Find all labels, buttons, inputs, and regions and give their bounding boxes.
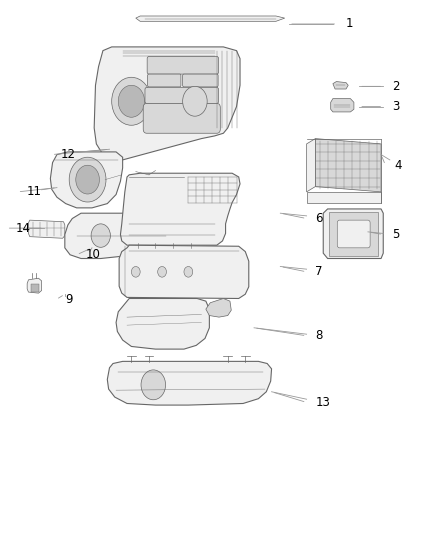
Text: 14: 14: [15, 222, 30, 235]
Circle shape: [184, 266, 193, 277]
Circle shape: [141, 370, 166, 400]
FancyBboxPatch shape: [183, 74, 218, 87]
Text: 13: 13: [315, 396, 330, 409]
Polygon shape: [307, 139, 315, 192]
FancyBboxPatch shape: [337, 220, 370, 248]
Circle shape: [118, 85, 145, 117]
Circle shape: [69, 157, 106, 202]
Polygon shape: [94, 47, 240, 160]
Text: 12: 12: [60, 148, 75, 161]
Polygon shape: [136, 16, 285, 21]
Text: 2: 2: [392, 80, 399, 93]
Circle shape: [112, 77, 151, 125]
Text: 9: 9: [65, 293, 72, 306]
FancyBboxPatch shape: [147, 56, 219, 74]
FancyBboxPatch shape: [148, 74, 181, 87]
Polygon shape: [28, 220, 65, 238]
FancyBboxPatch shape: [145, 87, 219, 103]
Text: 1: 1: [346, 18, 353, 30]
Polygon shape: [307, 192, 381, 203]
Polygon shape: [315, 139, 381, 192]
Circle shape: [131, 266, 140, 277]
Polygon shape: [323, 209, 383, 259]
Polygon shape: [119, 245, 249, 298]
Polygon shape: [50, 152, 123, 208]
Polygon shape: [107, 361, 272, 405]
Polygon shape: [120, 173, 240, 245]
Text: 8: 8: [315, 329, 323, 342]
Circle shape: [76, 165, 99, 194]
Text: 3: 3: [392, 100, 399, 113]
Polygon shape: [331, 99, 354, 112]
FancyBboxPatch shape: [143, 103, 220, 133]
Text: 10: 10: [85, 248, 100, 261]
Text: 5: 5: [392, 228, 399, 241]
Text: 7: 7: [315, 265, 323, 278]
Circle shape: [158, 266, 166, 277]
Bar: [31, 284, 39, 292]
Polygon shape: [27, 278, 42, 293]
Polygon shape: [206, 298, 231, 317]
Text: 4: 4: [394, 159, 402, 172]
Text: 11: 11: [26, 185, 41, 198]
Polygon shape: [116, 298, 209, 349]
Text: 6: 6: [315, 212, 323, 225]
Bar: [329, 212, 378, 256]
Polygon shape: [333, 82, 348, 89]
Polygon shape: [65, 213, 174, 259]
Circle shape: [183, 86, 207, 116]
Circle shape: [91, 224, 110, 247]
